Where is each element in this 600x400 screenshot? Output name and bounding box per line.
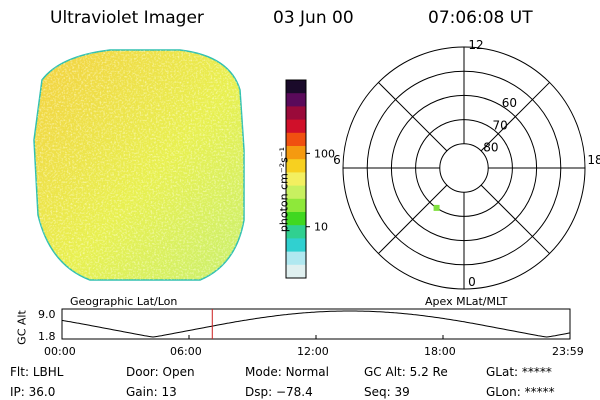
- colorbar-segment: [286, 198, 306, 213]
- polar-mlt-label: 18: [587, 153, 600, 167]
- colorbar-segment: [286, 251, 306, 266]
- uv-earth-disk: [33, 49, 245, 281]
- gain-info: Gain: 13: [126, 385, 177, 399]
- polar-mlt-label: 6: [333, 153, 341, 167]
- colorbar-segment: [286, 159, 306, 173]
- polar-mlt-label: 12: [468, 38, 483, 52]
- polar-spoke: [480, 184, 550, 254]
- polar-mlt-label: 0: [468, 275, 476, 289]
- polar-lat-label: 70: [493, 118, 508, 132]
- alt-plot-right-label: Apex MLat/MLT: [425, 295, 508, 308]
- door-info: Door: Open: [126, 365, 195, 379]
- colorbar-tick-label: 10: [314, 221, 328, 234]
- alt-plot-xtick: 18:00: [424, 345, 456, 358]
- gc-alt-info: GC Alt: 5.2 Re: [364, 365, 448, 379]
- polar-spoke: [378, 82, 448, 152]
- alt-plot-xtick: 12:00: [297, 345, 329, 358]
- dsp-info: Dsp: −78.4: [245, 385, 313, 399]
- colorbar-segment: [286, 93, 306, 107]
- ip-info: IP: 36.0: [10, 385, 56, 399]
- polar-spoke: [480, 82, 550, 152]
- polar-spoke: [378, 184, 448, 254]
- filter-info: Flt: LBHL: [10, 365, 64, 379]
- date-label: 03 Jun 00: [273, 8, 354, 28]
- alt-plot-xtick: 23:59: [552, 345, 584, 358]
- colorbar-tick-label: 100: [314, 147, 335, 160]
- colorbar-segment: [286, 212, 306, 226]
- colorbar-segment: [286, 264, 306, 279]
- polar-lat-label: 80: [483, 141, 498, 155]
- colorbar-segment: [286, 119, 306, 134]
- glon-info: GLon: *****: [486, 385, 555, 399]
- alt-plot-xtick: 06:00: [170, 345, 202, 358]
- colorbar-segment: [286, 238, 306, 253]
- alt-plot-ytick: 9.0: [38, 308, 56, 321]
- instrument-title: Ultraviolet Imager: [50, 8, 204, 28]
- mode-info: Mode: Normal: [245, 365, 329, 379]
- colorbar-segment: [286, 146, 306, 160]
- glat-info: GLat: *****: [486, 365, 552, 379]
- colorbar-segment: [286, 172, 306, 187]
- alt-plot-xtick: 00:00: [44, 345, 76, 358]
- time-label: 07:06:08 UT: [428, 8, 533, 28]
- colorbar-segment: [286, 80, 306, 94]
- colorbar-segment: [286, 106, 306, 121]
- alt-plot-left-label: Geographic Lat/Lon: [70, 295, 178, 308]
- alt-plot-ytick: 1.8: [38, 330, 56, 343]
- colorbar-segment: [286, 132, 306, 147]
- colorbar-segment: [286, 225, 306, 239]
- seq-info: Seq: 39: [364, 385, 410, 399]
- polar-lat-label: 60: [502, 96, 517, 110]
- colorbar-segment: [286, 185, 306, 200]
- polar-data-point: [433, 204, 440, 211]
